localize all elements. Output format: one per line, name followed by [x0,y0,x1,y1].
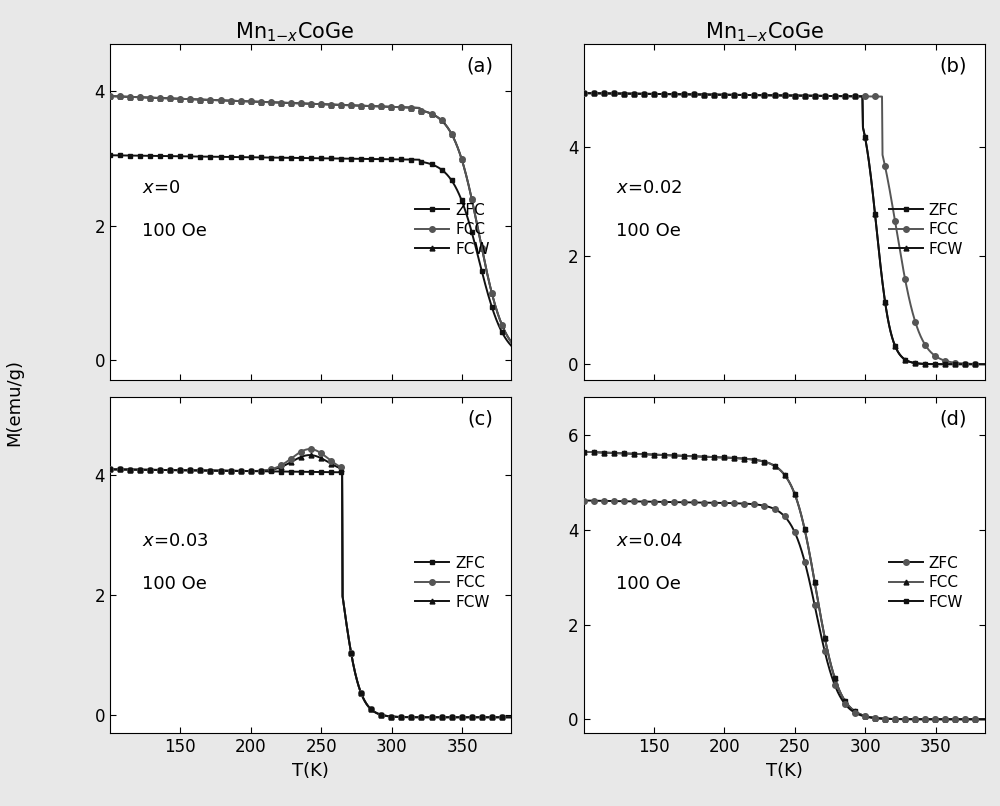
Text: 100 Oe: 100 Oe [616,222,681,240]
Legend: ZFC, FCC, FCW: ZFC, FCC, FCW [409,550,496,616]
Text: 100 Oe: 100 Oe [142,222,207,240]
Text: $\rm{Mn}_{1\mathit{-x}}\rm{CoGe}$: $\rm{Mn}_{1\mathit{-x}}\rm{CoGe}$ [235,20,355,44]
Text: $\mathit{x}$=0.04: $\mathit{x}$=0.04 [616,532,683,550]
Text: M(emu/g): M(emu/g) [5,359,23,447]
Text: $\mathit{x}$=0.02: $\mathit{x}$=0.02 [616,179,682,197]
Text: (b): (b) [939,56,967,75]
Text: $\rm{Mn}_{1\mathit{-x}}\rm{CoGe}$: $\rm{Mn}_{1\mathit{-x}}\rm{CoGe}$ [705,20,825,44]
Legend: ZFC, FCC, FCW: ZFC, FCC, FCW [883,197,969,263]
Legend: ZFC, FCC, FCW: ZFC, FCC, FCW [883,550,969,616]
X-axis label: T(K): T(K) [292,762,329,780]
Text: (a): (a) [466,56,493,75]
Text: (d): (d) [939,409,967,428]
Text: $\mathit{x}$=0.03: $\mathit{x}$=0.03 [142,532,209,550]
Legend: ZFC, FCC, FCW: ZFC, FCC, FCW [409,197,496,263]
Text: 100 Oe: 100 Oe [616,575,681,593]
X-axis label: T(K): T(K) [766,762,803,780]
Text: 100 Oe: 100 Oe [142,575,207,593]
Text: $\mathit{x}$=0: $\mathit{x}$=0 [142,179,180,197]
Text: (c): (c) [467,409,493,428]
